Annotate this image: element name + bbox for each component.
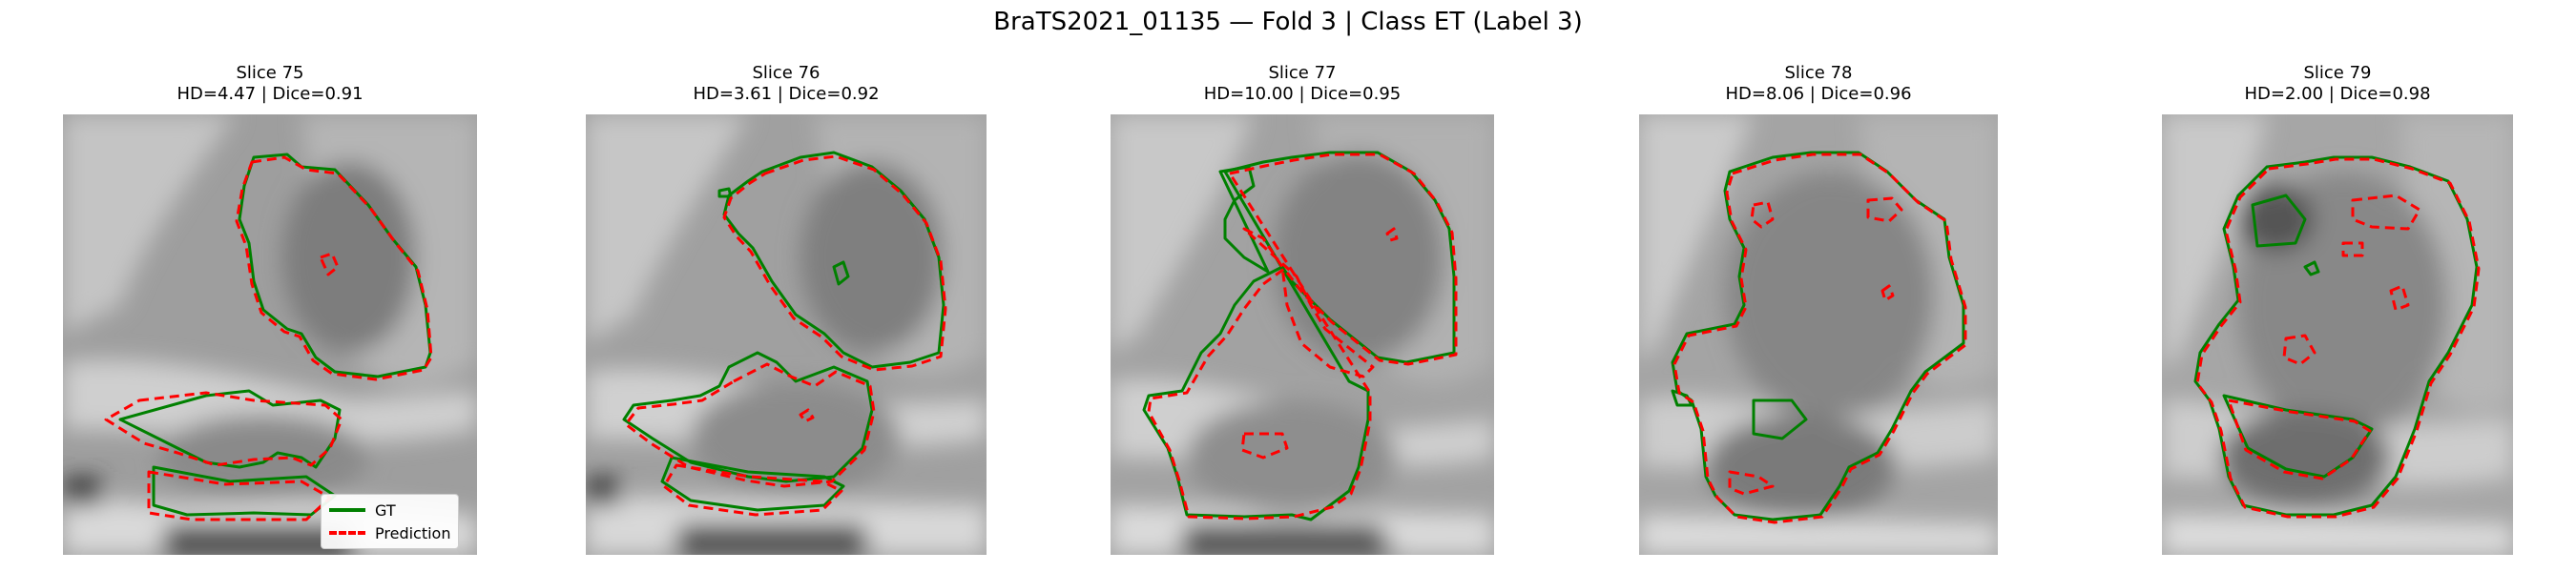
legend-label-gt: GT [375, 500, 396, 520]
slice-label: Slice 78 [1784, 63, 1853, 83]
mri-slice-image [1111, 114, 1494, 555]
panel-title: Slice 79 HD=2.00 | Dice=0.98 [2162, 63, 2513, 105]
metrics-label: HD=2.00 | Dice=0.98 [2244, 84, 2431, 104]
prediction-contour [1672, 153, 1967, 524]
metrics-label: HD=8.06 | Dice=0.96 [1725, 84, 1912, 104]
panel-title: Slice 75 HD=4.47 | Dice=0.91 [63, 63, 477, 105]
legend-line-gt [329, 508, 365, 512]
slice-panel-79: Slice 79 HD=2.00 | Dice=0.98 [2162, 0, 2513, 572]
slice-panel-76: Slice 76 HD=3.61 | Dice=0.92 [586, 0, 987, 572]
prediction-contour [104, 155, 433, 521]
mri-slice-image [2162, 114, 2513, 555]
panel-title: Slice 77 HD=10.00 | Dice=0.95 [1111, 63, 1494, 105]
panel-title: Slice 76 HD=3.61 | Dice=0.92 [586, 63, 987, 105]
legend: GT Prediction [321, 494, 460, 549]
legend-item-prediction: Prediction [329, 521, 450, 544]
prediction-contour [1147, 153, 1458, 521]
slice-panel-78: Slice 78 HD=8.06 | Dice=0.96 [1639, 0, 1998, 572]
prediction-contour [2195, 157, 2481, 519]
mri-slice-image [1639, 114, 1998, 555]
mri-slice-image [586, 114, 987, 555]
metrics-label: HD=4.47 | Dice=0.91 [177, 84, 364, 104]
slice-panel-77: Slice 77 HD=10.00 | Dice=0.95 [1111, 0, 1494, 572]
metrics-label: HD=10.00 | Dice=0.95 [1203, 84, 1402, 104]
legend-item-gt: GT [329, 499, 450, 521]
slice-label: Slice 79 [2303, 63, 2372, 83]
slice-label: Slice 76 [752, 63, 821, 83]
panel-title: Slice 78 HD=8.06 | Dice=0.96 [1639, 63, 1998, 105]
slice-label: Slice 75 [236, 63, 304, 83]
slice-panel-75: Slice 75 HD=4.47 | Dice=0.91 [63, 0, 477, 572]
metrics-label: HD=3.61 | Dice=0.92 [693, 84, 880, 104]
legend-line-prediction [329, 531, 365, 535]
legend-label-prediction: Prediction [375, 523, 451, 542]
mri-slice-image [63, 114, 477, 555]
slice-label: Slice 77 [1268, 63, 1337, 83]
figure-title: BraTS2021_01135 — Fold 3 | Class ET (Lab… [993, 8, 1583, 36]
prediction-contour [624, 154, 947, 517]
